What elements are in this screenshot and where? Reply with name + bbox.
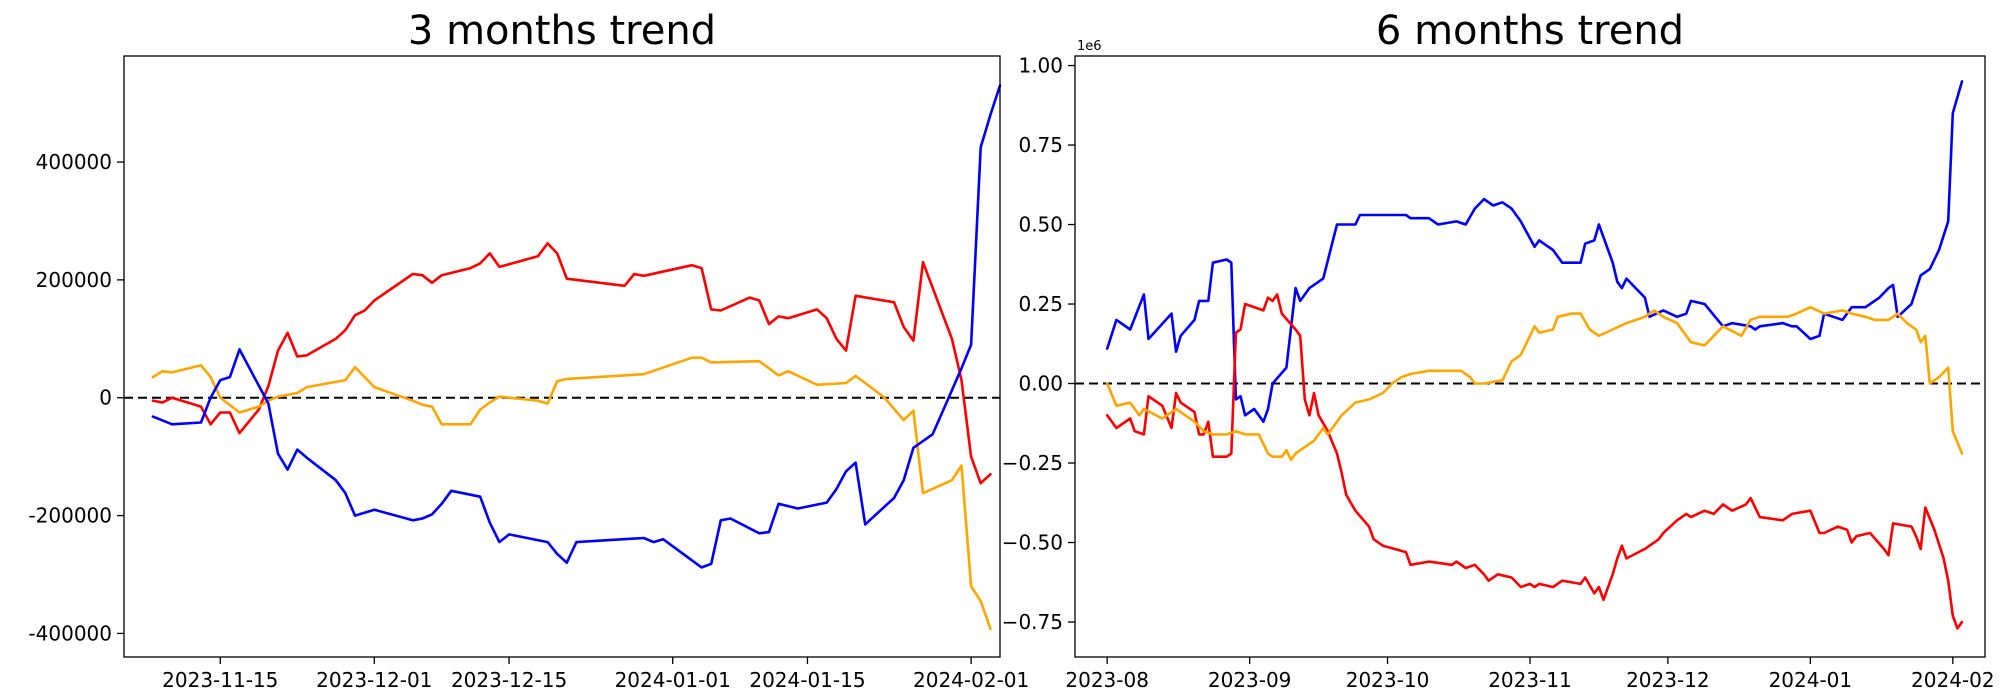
chart1-x-tick-label: 2023-12-15 bbox=[451, 668, 567, 692]
chart1-y-tick-label: -400000 bbox=[28, 621, 112, 645]
chart1-x-tick-label: 2023-11-15 bbox=[162, 668, 278, 692]
chart1-series-line-1 bbox=[151, 242, 992, 485]
chart1-plot-frame bbox=[123, 55, 1001, 658]
chart1-y-tick-label: 0 bbox=[99, 386, 112, 410]
chart2-y-tick-label: 1.00 bbox=[1018, 54, 1063, 78]
chart2-y-tick-label: −0.25 bbox=[1002, 451, 1063, 475]
chart2-x-tick-label: 2024-01 bbox=[1769, 668, 1853, 692]
chart2-y-offset-label: 1e6 bbox=[1077, 39, 1102, 54]
chart2-y-tick-label: 0.50 bbox=[1018, 213, 1063, 237]
chart2-x-tick-label: 2023-11 bbox=[1488, 668, 1572, 692]
chart1-x-tick-label: 2024-01-01 bbox=[615, 668, 731, 692]
chart2-series-line-3 bbox=[1105, 305, 1964, 462]
chart2-group: 6 months trend 1e6 1.00 0.75 0.50 0.25 0.00 −0.… bbox=[1002, 8, 1995, 692]
chart1-x-tick-label: 2024-01-15 bbox=[749, 668, 865, 692]
chart1-y-tick-label: 200000 bbox=[36, 268, 112, 292]
chart1-series-line-3 bbox=[151, 84, 1002, 569]
chart2-x-tick-label: 2023-12 bbox=[1626, 668, 1710, 692]
chart2-x-tick-label: 2024-02 bbox=[1911, 668, 1995, 692]
chart2-y-tick-label: 0.25 bbox=[1018, 292, 1063, 316]
chart2-y-tick-label: −0.75 bbox=[1002, 610, 1063, 634]
chart1-title: 3 months trend bbox=[408, 8, 716, 54]
chart2-series-line-2 bbox=[1105, 293, 1964, 630]
chart2-y-tick-label: 0.00 bbox=[1018, 372, 1063, 396]
chart1-group: 3 months trend 400000 200000 0 -200000 -40000… bbox=[28, 8, 1029, 692]
chart2-x-tick-label: 2023-10 bbox=[1346, 668, 1430, 692]
chart1-y-tick-label: 400000 bbox=[36, 150, 112, 174]
chart1-x-tick-label: 2023-12-01 bbox=[316, 668, 432, 692]
chart2-x-tick-label: 2023-08 bbox=[1065, 668, 1149, 692]
chart1-x-tick-label: 2024-02-01 bbox=[913, 668, 1029, 692]
chart2-y-tick-label: 0.75 bbox=[1018, 133, 1063, 157]
chart1-series-line-2 bbox=[151, 356, 992, 631]
chart2-y-tick-label: −0.50 bbox=[1002, 531, 1063, 555]
chart2-x-tick-label: 2023-09 bbox=[1208, 668, 1292, 692]
chart2-series-line-1 bbox=[1105, 80, 1964, 424]
chart2-title: 6 months trend bbox=[1376, 8, 1684, 54]
chart1-y-tick-label: -200000 bbox=[28, 504, 112, 528]
